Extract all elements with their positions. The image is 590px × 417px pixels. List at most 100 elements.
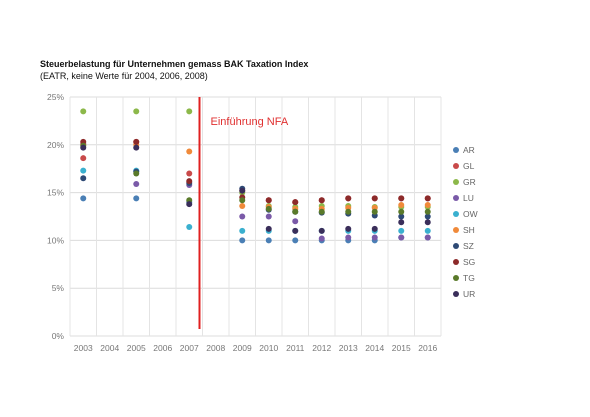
legend-label-ow: OW bbox=[463, 209, 478, 219]
data-point-ur bbox=[424, 219, 431, 226]
x-tick-label: 2013 bbox=[339, 343, 358, 353]
data-point-lu bbox=[424, 234, 431, 241]
data-point-gl bbox=[80, 155, 87, 162]
x-tick-label: 2009 bbox=[233, 343, 252, 353]
data-point-sh bbox=[398, 202, 405, 209]
data-point-lu bbox=[398, 234, 405, 241]
data-point-sz bbox=[80, 175, 87, 182]
data-point-ur bbox=[345, 225, 352, 232]
data-point-lu bbox=[318, 235, 325, 242]
data-point-gr bbox=[133, 108, 140, 115]
legend-label-sz: SZ bbox=[463, 241, 474, 251]
data-point-sz bbox=[424, 213, 431, 220]
data-point-ar bbox=[265, 237, 272, 244]
data-point-tg bbox=[424, 208, 431, 215]
legend-label-sg: SG bbox=[463, 257, 475, 267]
data-point-ow bbox=[80, 167, 87, 174]
data-point-ar bbox=[80, 195, 87, 202]
data-point-gr bbox=[80, 108, 87, 115]
legend-marker-sz bbox=[453, 243, 459, 249]
data-point-sh bbox=[424, 202, 431, 209]
data-point-lu bbox=[133, 180, 140, 187]
data-point-tg bbox=[292, 208, 299, 215]
data-point-gl bbox=[186, 170, 193, 177]
data-point-sg bbox=[424, 195, 431, 202]
gridlines bbox=[69, 96, 442, 337]
y-tick-label: 20% bbox=[47, 140, 64, 150]
legend-marker-tg bbox=[453, 275, 459, 281]
data-point-ur bbox=[186, 201, 193, 208]
data-point-tg bbox=[345, 208, 352, 215]
y-tick-label: 5% bbox=[52, 283, 65, 293]
data-point-tg bbox=[265, 205, 272, 212]
data-point-ar bbox=[133, 195, 140, 202]
x-tick-label: 2007 bbox=[180, 343, 199, 353]
legend-label-ar: AR bbox=[463, 145, 475, 155]
legend-label-sh: SH bbox=[463, 225, 475, 235]
data-point-ow bbox=[239, 227, 246, 234]
data-point-ur bbox=[292, 227, 299, 234]
data-point-ur bbox=[318, 227, 325, 234]
data-point-sz bbox=[398, 213, 405, 220]
x-tick-label: 2014 bbox=[365, 343, 384, 353]
data-point-ur bbox=[265, 225, 272, 232]
legend-marker-ar bbox=[453, 147, 459, 153]
data-point-sh bbox=[239, 202, 246, 209]
legend-label-gr: GR bbox=[463, 177, 476, 187]
y-tick-label: 10% bbox=[47, 235, 64, 245]
data-point-tg bbox=[133, 170, 140, 177]
data-point-sg bbox=[398, 195, 405, 202]
x-tick-label: 2003 bbox=[74, 343, 93, 353]
data-point-sg bbox=[186, 178, 193, 185]
x-tick-label: 2005 bbox=[127, 343, 146, 353]
data-point-ow bbox=[424, 227, 431, 234]
data-point-sg bbox=[265, 197, 272, 204]
legend-marker-ur bbox=[453, 291, 459, 297]
data-point-tg bbox=[398, 208, 405, 215]
nfa-annotation-label: Einführung NFA bbox=[211, 116, 289, 128]
data-point-lu bbox=[371, 234, 378, 241]
chart-title: Steuerbelastung für Unternehmen gemass B… bbox=[40, 59, 309, 69]
legend-marker-sh bbox=[453, 227, 459, 233]
data-point-sg bbox=[371, 195, 378, 202]
data-point-tg bbox=[318, 208, 325, 215]
y-tick-label: 25% bbox=[47, 92, 64, 102]
data-point-lu bbox=[292, 218, 299, 225]
legend-label-ur: UR bbox=[463, 289, 475, 299]
data-point-tg bbox=[371, 208, 378, 215]
data-point-sh bbox=[186, 148, 193, 155]
axes: 0% 5% 10% 15% 20% 25% 2003 2004 2005 2006 2007 2008… bbox=[47, 92, 437, 353]
legend-marker-gl bbox=[453, 163, 459, 169]
x-tick-label: 2015 bbox=[392, 343, 411, 353]
data-points bbox=[80, 108, 431, 244]
data-point-ur bbox=[80, 144, 87, 151]
data-point-ur bbox=[371, 225, 378, 232]
y-tick-label: 15% bbox=[47, 188, 64, 198]
annotation-layer: Einführung NFA bbox=[198, 97, 289, 329]
data-point-lu bbox=[239, 213, 246, 220]
data-point-ow bbox=[398, 227, 405, 234]
legend-label-tg: TG bbox=[463, 273, 475, 283]
data-point-tg bbox=[239, 197, 246, 204]
data-point-ow bbox=[186, 224, 193, 231]
x-tick-label: 2012 bbox=[312, 343, 331, 353]
data-point-lu bbox=[265, 213, 272, 220]
data-point-ur bbox=[239, 187, 246, 194]
legend: AR GL GR LU OW SH SZ SG TG UR bbox=[453, 145, 478, 299]
data-point-ar bbox=[292, 237, 299, 244]
data-point-gr bbox=[186, 108, 193, 115]
data-point-ur bbox=[133, 144, 140, 151]
chart-subtitle: (EATR, keine Werte für 2004, 2006, 2008) bbox=[40, 71, 208, 81]
legend-label-lu: LU bbox=[463, 193, 474, 203]
x-tick-label: 2011 bbox=[286, 343, 305, 353]
data-point-sg bbox=[318, 197, 325, 204]
data-point-ur bbox=[398, 219, 405, 226]
data-point-sg bbox=[345, 195, 352, 202]
legend-marker-gr bbox=[453, 179, 459, 185]
data-point-ar bbox=[239, 237, 246, 244]
y-tick-label: 0% bbox=[52, 331, 65, 341]
data-point-sg bbox=[292, 199, 299, 206]
data-point-lu bbox=[345, 234, 352, 241]
data-point-sg bbox=[133, 138, 140, 145]
legend-marker-lu bbox=[453, 195, 459, 201]
